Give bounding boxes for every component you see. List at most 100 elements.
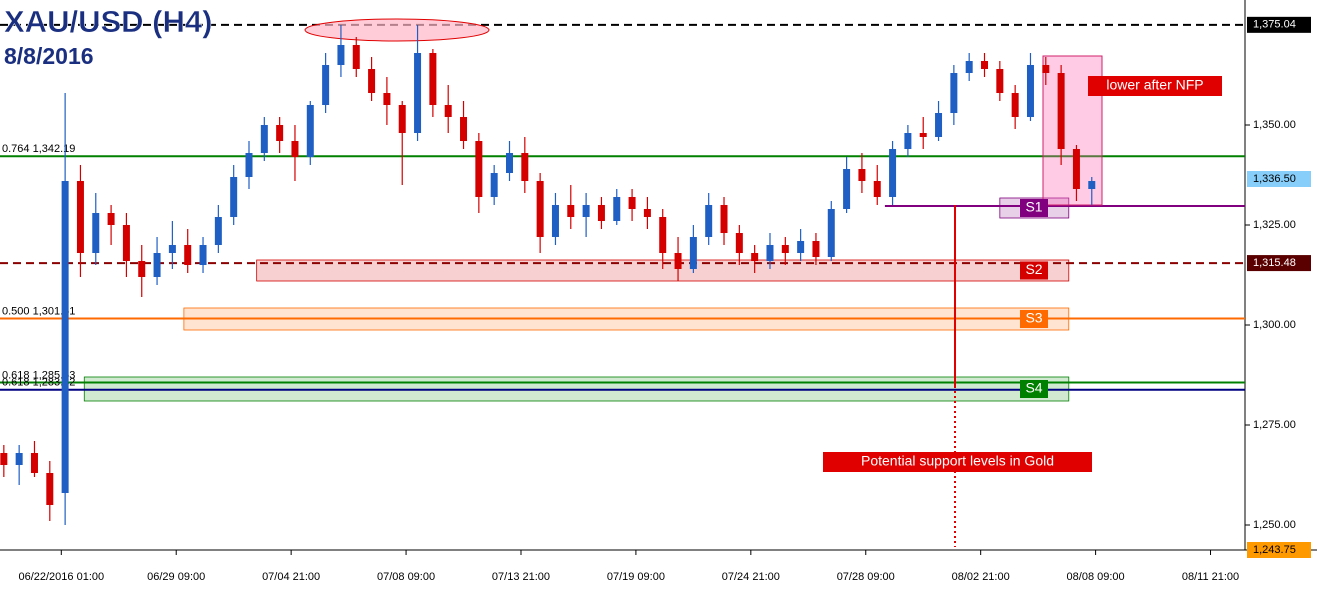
candle-body	[521, 153, 529, 181]
y-tick-label: 1,250.00	[1253, 519, 1296, 531]
candle-body	[291, 141, 299, 157]
candle-body	[1011, 93, 1019, 117]
candle-body	[15, 453, 23, 465]
level-label: 0.764 1,342.19	[2, 143, 75, 155]
candle-body	[643, 209, 651, 217]
price-label-box	[1247, 542, 1311, 558]
chart-title: XAU/USD (H4)	[4, 4, 212, 39]
annotation: Potential support levels in Gold	[861, 453, 1054, 469]
candle-body	[61, 181, 69, 493]
candle-body	[705, 205, 713, 237]
candle-body	[383, 93, 391, 105]
zone-label: S1	[1025, 199, 1042, 215]
chart-subtitle: 8/8/2016	[4, 43, 94, 69]
candle-body	[1088, 181, 1096, 189]
highlight-ellipse	[304, 18, 490, 42]
price-label: 1,375.04	[1253, 19, 1296, 31]
candle-body	[674, 253, 682, 269]
zone-label: S4	[1025, 380, 1042, 396]
price-label-box	[1247, 16, 1311, 33]
candle-body	[858, 169, 866, 181]
candle-body	[505, 153, 513, 173]
level-label: 0.618 1,285.63	[2, 369, 75, 381]
level-label: 0.618 1,283.82	[2, 377, 75, 389]
candle-body	[460, 117, 468, 141]
candle-body	[184, 245, 192, 265]
candle-body	[981, 61, 989, 69]
candle-body	[76, 181, 84, 253]
candle-body	[260, 125, 268, 153]
candle-body	[935, 113, 943, 137]
zone-label-box	[1020, 261, 1048, 280]
zone-label: S3	[1025, 310, 1042, 326]
price-label-box	[1247, 171, 1311, 187]
candle-body	[827, 209, 835, 257]
annotation: lower after NFP	[1106, 77, 1203, 93]
candle-body	[414, 53, 422, 133]
price-label-box	[1247, 255, 1311, 272]
zone-label-box	[1020, 310, 1048, 328]
candle-body	[766, 245, 774, 261]
candle-body	[107, 213, 115, 225]
candle-body	[551, 205, 559, 237]
candle-body	[689, 237, 697, 269]
candle-body	[751, 253, 759, 261]
level-label: 0.500 1,301.61	[2, 305, 75, 317]
candle-body	[996, 69, 1004, 93]
candle-body	[168, 245, 176, 253]
candle-body	[230, 177, 238, 217]
candle-body	[843, 169, 851, 209]
candle-body	[368, 69, 376, 93]
candle-body	[873, 181, 881, 197]
candle-body	[490, 173, 498, 197]
x-tick-label: 06/22/2016 01:00	[18, 571, 104, 583]
candle-body	[567, 205, 575, 217]
x-tick-label: 08/08 09:00	[1067, 571, 1125, 583]
price-label: 1,315.48	[1253, 257, 1296, 269]
x-tick-label: 07/13 21:00	[492, 571, 550, 583]
candle-body	[659, 217, 667, 253]
candle-body	[720, 205, 728, 233]
candle-body	[965, 61, 973, 73]
candle-body	[781, 245, 789, 253]
candle-body	[1026, 65, 1034, 117]
candle-body	[812, 241, 820, 257]
zone-label-box	[1020, 199, 1048, 217]
zone-label-box	[1020, 380, 1048, 398]
annotation-box	[1088, 76, 1222, 96]
candle-body	[245, 153, 253, 177]
candle-body	[1072, 149, 1080, 189]
candle-body	[1042, 65, 1050, 73]
candle-body	[797, 241, 805, 253]
price-label: 1,336.50	[1253, 173, 1296, 185]
candle-body	[276, 125, 284, 141]
candle-body	[444, 105, 452, 117]
zone-label: S2	[1025, 261, 1042, 277]
candle-body	[1057, 73, 1065, 149]
candle-body	[153, 253, 161, 277]
candle-body	[337, 45, 345, 65]
candle-body	[322, 65, 330, 105]
x-tick-label: 07/04 21:00	[262, 571, 320, 583]
y-tick-label: 1,275.00	[1253, 419, 1296, 431]
y-tick-label: 1,325.00	[1253, 219, 1296, 231]
candle-body	[352, 45, 360, 69]
price-label: 1,243.75	[1253, 544, 1296, 556]
candle-body	[950, 73, 958, 113]
candle-body	[904, 133, 912, 149]
candle-body	[536, 181, 544, 237]
plot: 1,250.00 1,275.00 1,300.00 1,325.00 1,350.00…	[0, 18, 1296, 583]
candle-body	[919, 133, 927, 137]
x-tick-label: 07/24 21:00	[722, 571, 780, 583]
candle-body	[46, 473, 54, 505]
candle-body	[628, 197, 636, 209]
candle-body	[597, 205, 605, 221]
candle-body	[475, 141, 483, 197]
candle-body	[199, 245, 207, 265]
candle-body	[122, 225, 130, 261]
candle-body	[429, 53, 437, 105]
x-tick-label: 06/29 09:00	[147, 571, 205, 583]
candle-body	[0, 453, 8, 465]
